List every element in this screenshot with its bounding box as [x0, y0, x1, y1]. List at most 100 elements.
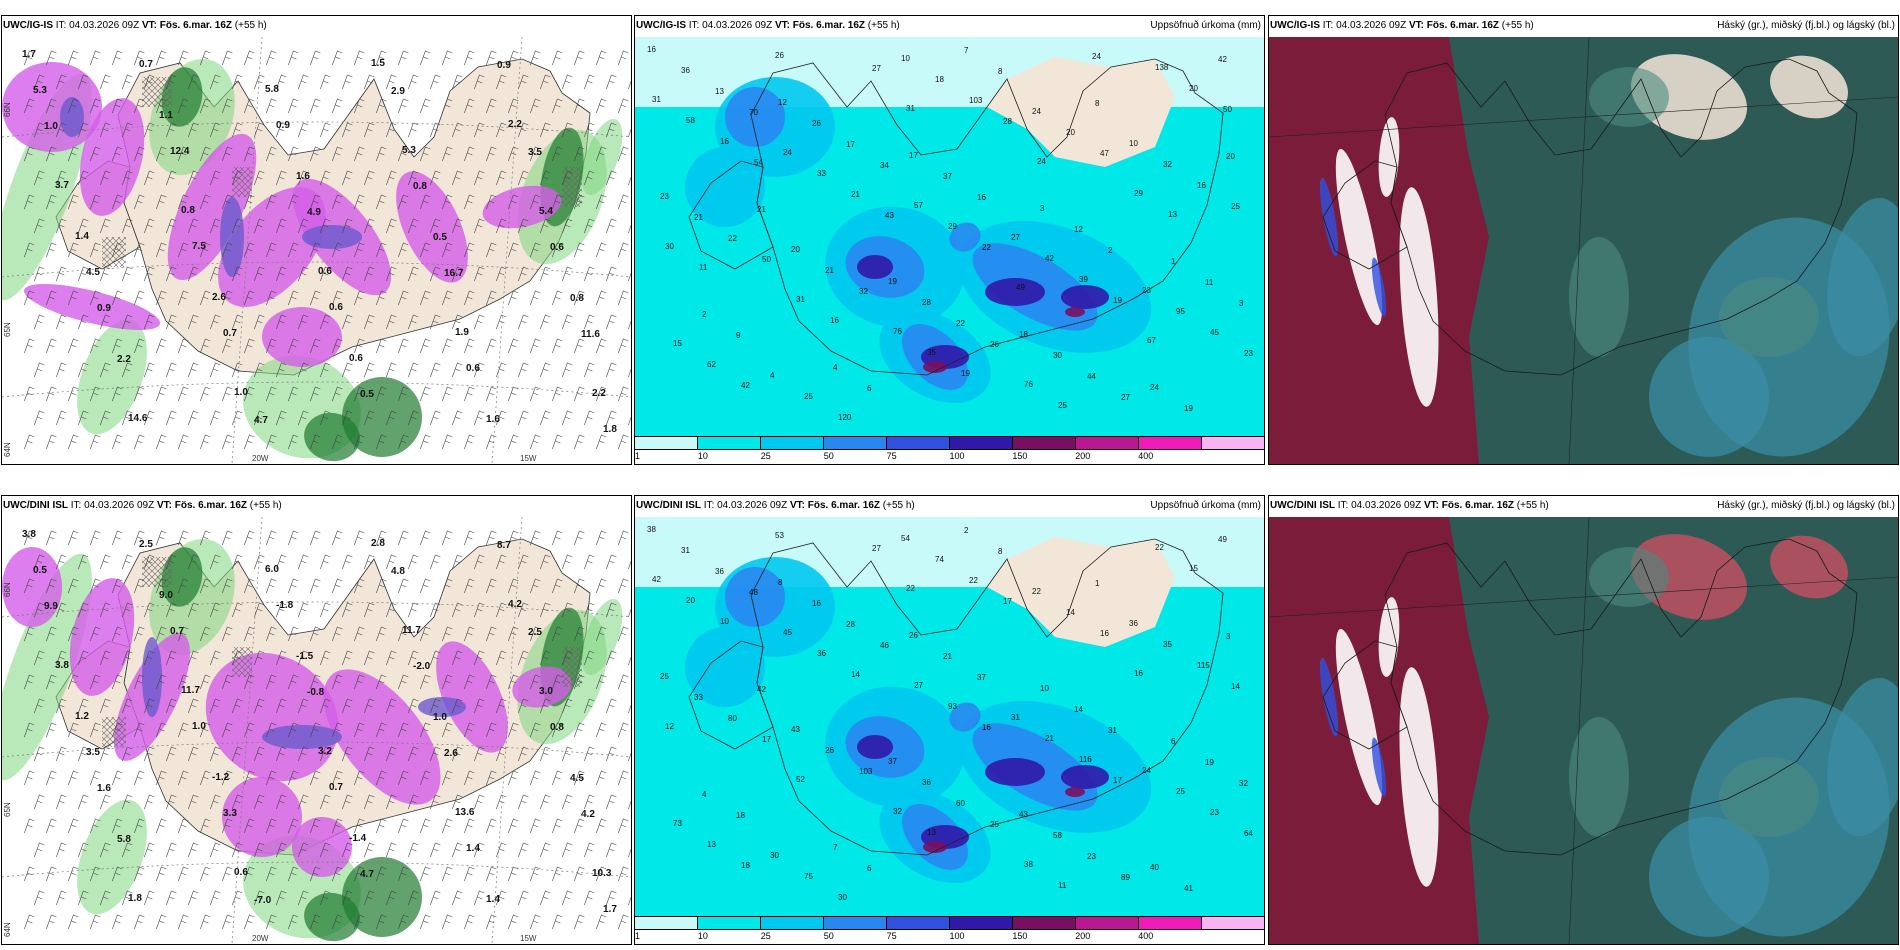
precip-value: 25 [660, 672, 669, 681]
model-name: UWC/IG-IS [636, 20, 686, 31]
precip-value: 27 [872, 544, 881, 553]
wind-barb [596, 530, 607, 546]
precip-rate-value: 2.2 [117, 354, 131, 365]
it-value: 04.03.2026 09Z [702, 20, 773, 31]
panel-title: UWC/IG-IS IT: 04.03.2026 09Z VT: Fös. 6.… [3, 16, 267, 36]
precip-rate-value: 0.7 [139, 59, 153, 70]
precip-value: 26 [909, 631, 918, 640]
precip-rate-value: 1.4 [75, 231, 89, 242]
wind-barb [442, 530, 453, 546]
wind-barb [320, 746, 331, 762]
wind-barb [486, 626, 497, 642]
wind-barb [222, 866, 233, 882]
wind-barb [288, 242, 299, 258]
wind-barb [354, 626, 365, 642]
wind-barb [310, 914, 321, 930]
wind-barb [518, 698, 529, 714]
wind-barb [540, 74, 551, 90]
precip-value: 16 [982, 723, 991, 732]
precip-value: 31 [681, 546, 690, 555]
wind-barb [210, 794, 221, 810]
wind-barb [254, 650, 265, 666]
precip-value: 23 [1087, 852, 1096, 861]
wind-barb [442, 818, 453, 834]
wind-barb [288, 866, 299, 882]
wind-barb [464, 626, 475, 642]
wind-barb [288, 146, 299, 162]
wind-barb [34, 794, 45, 810]
wind-barb [618, 386, 629, 402]
wind-barb [188, 794, 199, 810]
wind-barb [100, 170, 111, 186]
wind-barb [122, 170, 133, 186]
precip-value: 33 [817, 169, 826, 178]
wind-barb [144, 74, 155, 90]
it-label: IT: [703, 500, 715, 511]
wind-barb [134, 722, 145, 738]
wind-barb [386, 842, 397, 858]
wind-barb [298, 698, 309, 714]
wind-barb [376, 146, 387, 162]
wind-barb [166, 362, 177, 378]
precip-value: 28 [1003, 117, 1012, 126]
wind-barb [530, 626, 541, 642]
wind-barb [552, 770, 563, 786]
wind-barb [474, 218, 485, 234]
wind-barb [596, 290, 607, 306]
precip-rate-value: 0.5 [433, 232, 447, 243]
colorbar-segment [949, 917, 1012, 929]
wind-barb [46, 530, 57, 546]
wind-barb [288, 722, 299, 738]
wind-barb [464, 434, 475, 450]
wind-barb [68, 194, 79, 210]
precip-value: 12 [665, 722, 674, 731]
wind-barb [210, 650, 221, 666]
colorbar-tick-label: 400 [1138, 931, 1154, 941]
wind-barb [78, 554, 89, 570]
wind-barb [310, 242, 321, 258]
wind-barb [46, 242, 57, 258]
wind-barb [354, 818, 365, 834]
wind-barb [156, 98, 167, 114]
wind-barb [398, 866, 409, 882]
wind-barb [56, 314, 67, 330]
precip-value: 20 [1226, 152, 1235, 161]
panel-field-title: Háský (gr.), miðský (fj.bl.) og lágský (… [1717, 20, 1895, 31]
wind-barb [442, 146, 453, 162]
wind-barb [354, 770, 365, 786]
wind-barb [134, 530, 145, 546]
wind-barb [452, 314, 463, 330]
wind-barb [156, 194, 167, 210]
wind-barb [134, 146, 145, 162]
precip-rate-value: 2.9 [391, 86, 405, 97]
precip-rate-value: 13.6 [455, 807, 475, 818]
wind-barb [508, 914, 519, 930]
precip-rate-value: 1.0 [192, 721, 206, 732]
panel-title: UWC/IG-IS IT: 04.03.2026 09Z VT: Fös. 6.… [636, 16, 900, 36]
wind-barb [408, 650, 419, 666]
wind-barb [430, 698, 441, 714]
precip-value: 42 [757, 685, 766, 694]
precip-rate-value: 0.6 [466, 363, 480, 374]
wind-barb [618, 722, 629, 738]
wind-barb [562, 650, 573, 666]
wind-barb [442, 290, 453, 306]
wind-barb [288, 914, 299, 930]
wind-barb [166, 890, 177, 906]
wind-barb [518, 122, 529, 138]
wind-barb [244, 626, 255, 642]
wind-barb [364, 266, 375, 282]
cloud-gap [1378, 117, 1400, 197]
precip-rate-value: 3.0 [539, 686, 553, 697]
wind-barb [210, 746, 221, 762]
wind-barb [266, 386, 277, 402]
latitude-label: 64N [3, 442, 12, 457]
wind-barb [552, 626, 563, 642]
precip-value: 7 [964, 46, 969, 55]
wind-barb [232, 314, 243, 330]
wind-barb [254, 218, 265, 234]
wind-barb [24, 338, 35, 354]
wind-barb [618, 818, 629, 834]
wind-barb [90, 530, 101, 546]
panel-title: UWC/DINI ISL IT: 04.03.2026 09Z VT: Fös.… [3, 496, 282, 516]
